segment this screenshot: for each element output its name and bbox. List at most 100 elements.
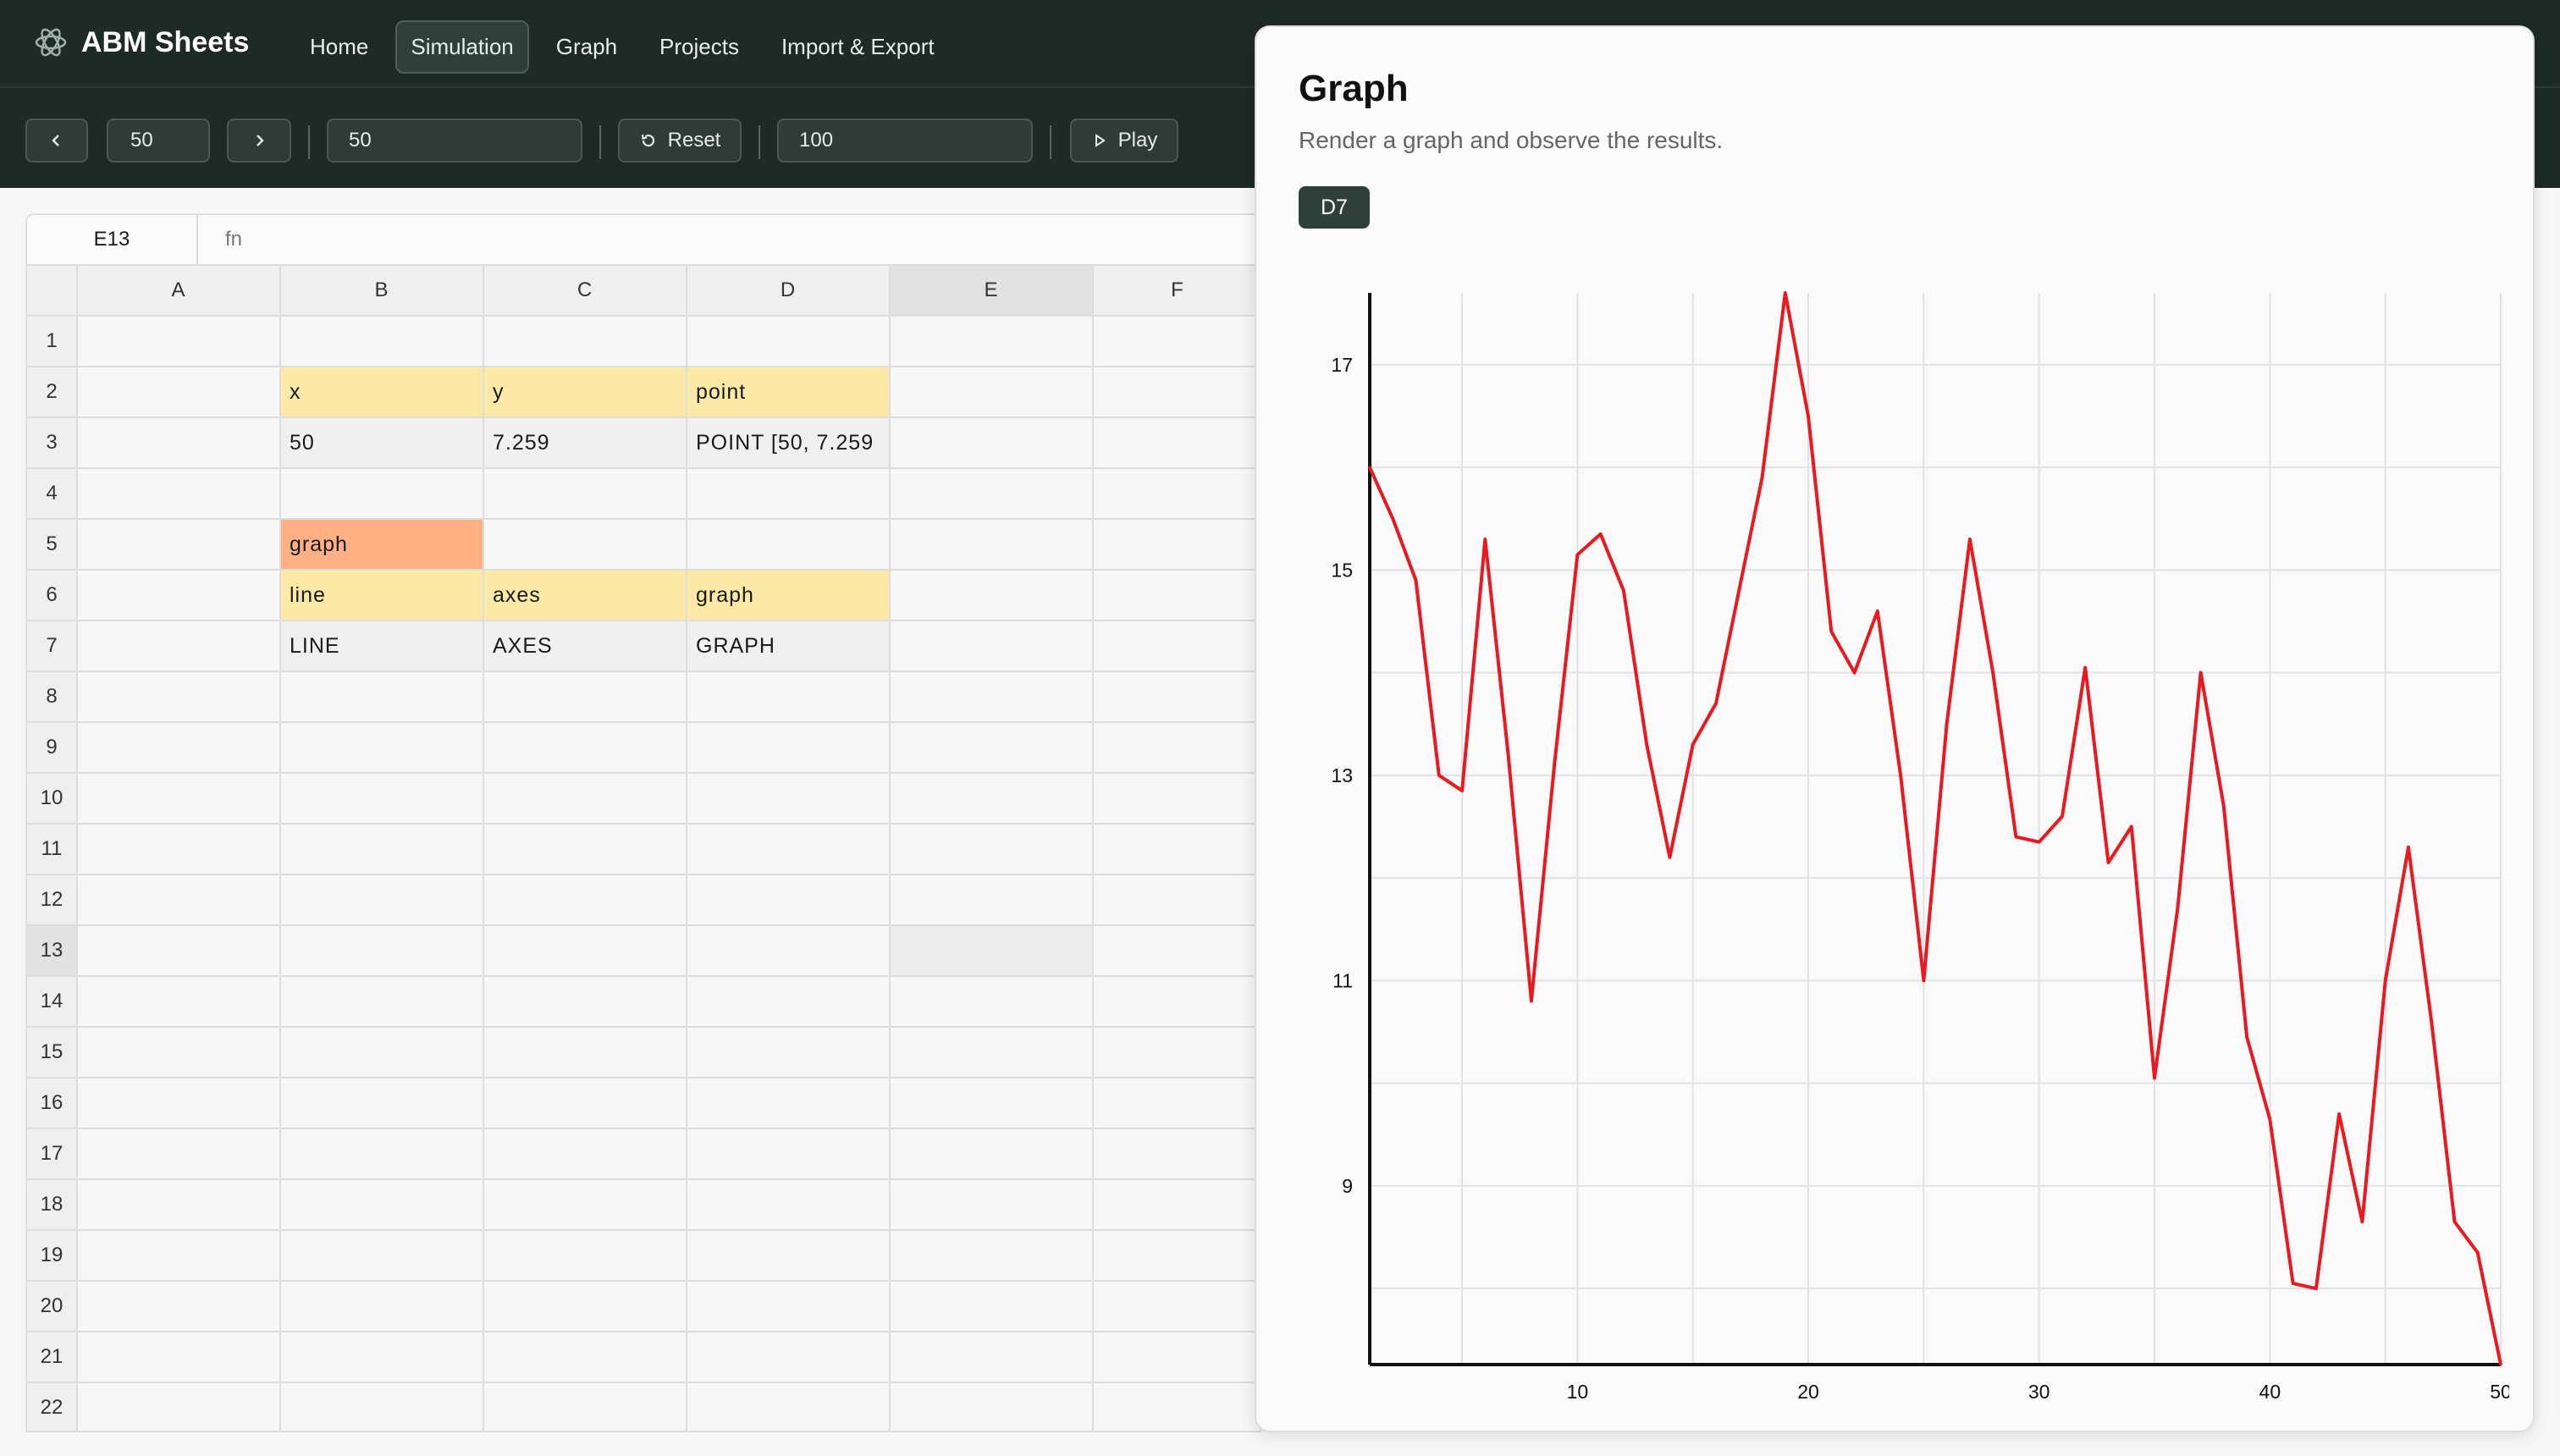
cell-c10[interactable]	[484, 774, 687, 825]
cell-e6[interactable]	[891, 571, 1094, 621]
cell-a9[interactable]	[78, 723, 281, 774]
cell-f3[interactable]	[1094, 418, 1260, 469]
cell-d9[interactable]	[687, 723, 891, 774]
cell-b8[interactable]	[281, 672, 484, 723]
row-header-2[interactable]: 2	[27, 367, 78, 418]
cell-c15[interactable]	[484, 1028, 687, 1078]
cell-c4[interactable]	[484, 469, 687, 520]
cell-d8[interactable]	[687, 672, 891, 723]
cell-c20[interactable]	[484, 1282, 687, 1332]
cell-d11[interactable]	[687, 825, 891, 875]
cell-c3[interactable]: 7.259	[484, 418, 687, 469]
cell-c6[interactable]: axes	[484, 571, 687, 621]
cell-d20[interactable]	[687, 1282, 891, 1332]
cell-b16[interactable]	[281, 1078, 484, 1129]
cell-f22[interactable]	[1094, 1383, 1260, 1431]
row-header-5[interactable]: 5	[27, 520, 78, 571]
cell-f15[interactable]	[1094, 1028, 1260, 1078]
cell-e3[interactable]	[891, 418, 1094, 469]
cell-d17[interactable]	[687, 1129, 891, 1180]
cell-b20[interactable]	[281, 1282, 484, 1332]
row-header-1[interactable]: 1	[27, 317, 78, 367]
cell-c19[interactable]	[484, 1231, 687, 1282]
nav-import-export[interactable]: Import & Export	[781, 34, 935, 59]
row-header-20[interactable]: 20	[27, 1282, 78, 1332]
cell-d12[interactable]	[687, 875, 891, 926]
cell-a7[interactable]	[78, 621, 281, 672]
cell-c12[interactable]	[484, 875, 687, 926]
cell-a16[interactable]	[78, 1078, 281, 1129]
graph-cell-badge[interactable]: D7	[1299, 186, 1370, 229]
cell-e1[interactable]	[891, 317, 1094, 367]
cell-f5[interactable]	[1094, 520, 1260, 571]
row-header-4[interactable]: 4	[27, 469, 78, 520]
cell-d15[interactable]	[687, 1028, 891, 1078]
cell-d10[interactable]	[687, 774, 891, 825]
row-header-22[interactable]: 22	[27, 1383, 78, 1431]
cell-e18[interactable]	[891, 1180, 1094, 1231]
row-header-6[interactable]: 6	[27, 571, 78, 621]
cell-e13[interactable]	[891, 926, 1094, 977]
cell-b6[interactable]: line	[281, 571, 484, 621]
cell-f11[interactable]	[1094, 825, 1260, 875]
cell-e8[interactable]	[891, 672, 1094, 723]
row-header-10[interactable]: 10	[27, 774, 78, 825]
cell-a4[interactable]	[78, 469, 281, 520]
cell-b4[interactable]	[281, 469, 484, 520]
row-header-13[interactable]: 13	[27, 926, 78, 977]
cell-f19[interactable]	[1094, 1231, 1260, 1282]
cell-e10[interactable]	[891, 774, 1094, 825]
cell-e11[interactable]	[891, 825, 1094, 875]
cell-c17[interactable]	[484, 1129, 687, 1180]
cell-c8[interactable]	[484, 672, 687, 723]
cell-d22[interactable]	[687, 1383, 891, 1431]
cell-f6[interactable]	[1094, 571, 1260, 621]
cell-f2[interactable]	[1094, 367, 1260, 418]
nav-projects[interactable]: Projects	[659, 34, 739, 59]
column-header-f[interactable]: F	[1094, 266, 1260, 317]
cell-c9[interactable]	[484, 723, 687, 774]
row-header-14[interactable]: 14	[27, 977, 78, 1028]
cell-d2[interactable]: point	[687, 367, 891, 418]
column-header-c[interactable]: C	[484, 266, 687, 317]
cell-a22[interactable]	[78, 1383, 281, 1431]
cell-c11[interactable]	[484, 825, 687, 875]
nav-graph[interactable]: Graph	[555, 34, 618, 59]
row-header-11[interactable]: 11	[27, 825, 78, 875]
cell-b5[interactable]: graph	[281, 520, 484, 571]
cell-c22[interactable]	[484, 1383, 687, 1431]
cell-f17[interactable]	[1094, 1129, 1260, 1180]
cell-b19[interactable]	[281, 1231, 484, 1282]
cell-c5[interactable]	[484, 520, 687, 571]
cell-b18[interactable]	[281, 1180, 484, 1231]
cell-a17[interactable]	[78, 1129, 281, 1180]
cell-b14[interactable]	[281, 977, 484, 1028]
column-header-e[interactable]: E	[891, 266, 1094, 317]
cell-a5[interactable]	[78, 520, 281, 571]
cell-c1[interactable]	[484, 317, 687, 367]
cell-f16[interactable]	[1094, 1078, 1260, 1129]
cell-b9[interactable]	[281, 723, 484, 774]
cell-b10[interactable]	[281, 774, 484, 825]
play-button[interactable]: Play	[1070, 119, 1178, 163]
previous-step-button[interactable]	[25, 119, 88, 163]
cell-b1[interactable]	[281, 317, 484, 367]
cell-c2[interactable]: y	[484, 367, 687, 418]
cell-reference[interactable]: E13	[27, 215, 198, 264]
cell-e4[interactable]	[891, 469, 1094, 520]
cell-a2[interactable]	[78, 367, 281, 418]
cell-f1[interactable]	[1094, 317, 1260, 367]
cell-b17[interactable]	[281, 1129, 484, 1180]
cell-d7[interactable]: GRAPH	[687, 621, 891, 672]
cell-d4[interactable]	[687, 469, 891, 520]
cell-b3[interactable]: 50	[281, 418, 484, 469]
cell-b15[interactable]	[281, 1028, 484, 1078]
cell-a20[interactable]	[78, 1282, 281, 1332]
step-input[interactable]: 50	[327, 119, 582, 163]
column-header-d[interactable]: D	[687, 266, 891, 317]
cell-b12[interactable]	[281, 875, 484, 926]
cell-c21[interactable]	[484, 1332, 687, 1383]
cell-d21[interactable]	[687, 1332, 891, 1383]
cell-a15[interactable]	[78, 1028, 281, 1078]
cell-e7[interactable]	[891, 621, 1094, 672]
